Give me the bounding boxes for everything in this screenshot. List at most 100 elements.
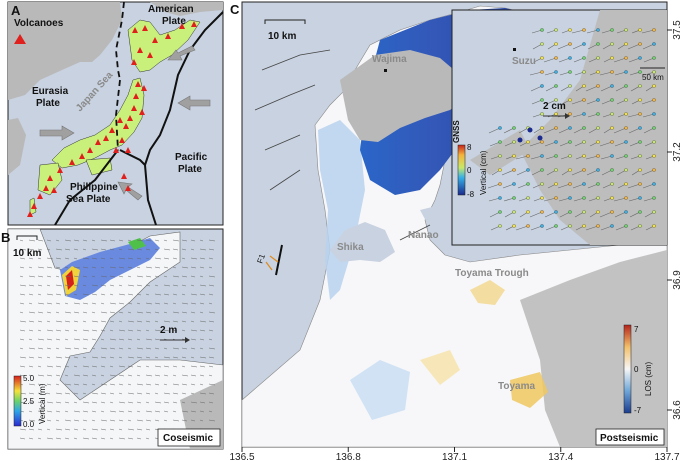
y-tick-label: 37.5 <box>672 20 683 40</box>
coseismic-vector <box>181 248 187 251</box>
coseismic-vector <box>208 311 216 314</box>
gnss-station <box>624 196 628 200</box>
coseismic-vector <box>19 302 25 305</box>
coseismic-vector <box>190 329 198 332</box>
colorbar-los-tick-top: 7 <box>634 325 639 334</box>
gnss-station <box>582 154 586 158</box>
gnss-station <box>624 70 628 74</box>
volcano-icon <box>131 105 137 111</box>
coseismic-vector <box>127 266 133 269</box>
coseismic-vector <box>208 302 213 305</box>
gnss-station <box>568 182 572 186</box>
coseismic-vector <box>145 338 153 341</box>
coseismic-vector <box>190 320 195 323</box>
coseismic-vector <box>109 428 115 431</box>
coseismic-vector <box>55 266 61 269</box>
coseismic-vector <box>73 239 80 242</box>
gnss-vector <box>601 169 613 176</box>
gnss-station <box>610 196 614 200</box>
coseismic-vector <box>181 383 188 386</box>
coseismic-vector <box>46 248 51 251</box>
gnss-station <box>554 224 558 228</box>
coseismic-vector <box>73 419 80 422</box>
gnss-station <box>624 126 628 130</box>
coseismic-vector <box>82 356 87 359</box>
coseismic-vector <box>73 374 81 377</box>
coseismic-vector <box>190 275 196 278</box>
coseismic-vector <box>100 365 106 368</box>
gnss-station <box>624 182 628 186</box>
volcano-legend-label: Volcanoes <box>14 18 64 29</box>
volcano-icon <box>191 21 197 27</box>
coseismic-vector <box>19 437 26 440</box>
coseismic-vector <box>64 410 69 413</box>
coseismic-vector <box>19 374 25 377</box>
volcano-icon <box>79 153 85 159</box>
gnss-station <box>498 168 502 172</box>
coseismic-vector <box>127 302 133 305</box>
coseismic-vector <box>64 338 69 341</box>
colorbar-b-tick-bottom: 0.0 <box>23 420 35 429</box>
coseismic-vector <box>37 374 45 377</box>
gnss-vector <box>557 183 571 189</box>
coseismic-vector <box>154 383 160 386</box>
coseismic-vector <box>19 266 25 269</box>
gnss-station <box>568 154 572 158</box>
gnss-vector <box>515 225 529 231</box>
coseismic-vector <box>127 392 135 395</box>
coseismic-vector <box>181 311 188 314</box>
gnss-station <box>610 112 614 116</box>
coseismic-vector <box>55 311 60 314</box>
volcano-icon <box>132 27 138 33</box>
coseismic-vector <box>37 239 44 242</box>
coseismic-vector <box>82 401 90 404</box>
gnss-station <box>540 210 544 214</box>
coseismic-vector <box>136 383 144 386</box>
coseismic-vector <box>163 275 168 278</box>
coseismic-vector <box>145 266 153 269</box>
coseismic-vector <box>127 257 134 260</box>
gnss-vector <box>641 169 655 176</box>
gnss-station <box>652 42 656 46</box>
coseismic-vector <box>136 257 142 260</box>
volcano-icon <box>127 115 133 121</box>
gnss-station <box>540 56 544 60</box>
coseismic-vector <box>28 437 34 440</box>
gnss-vector <box>614 141 627 147</box>
gnss-vector <box>559 211 571 218</box>
coseismic-vector <box>109 419 116 422</box>
coseismic-vector <box>163 257 170 260</box>
coseismic-vector <box>46 311 52 314</box>
gnss-station <box>498 210 502 214</box>
gnss-station <box>582 126 586 130</box>
coseismic-vector <box>127 401 134 404</box>
gnss-station <box>512 168 516 172</box>
coseismic-vector <box>55 383 60 386</box>
coseismic-vector <box>73 284 79 287</box>
coseismic-tag-box <box>157 428 221 447</box>
coseismic-vector <box>154 284 159 287</box>
coseismic-vector <box>28 401 34 404</box>
suzu-marker <box>513 48 516 51</box>
gnss-station <box>610 126 614 130</box>
gnss-station <box>512 224 516 228</box>
gnss-station <box>652 224 656 228</box>
coseismic-vector <box>100 311 108 314</box>
coseismic-vector <box>181 419 188 422</box>
gnss-station <box>582 56 586 60</box>
coseismic-vector <box>46 356 51 359</box>
coseismic-vector <box>172 320 179 323</box>
coseismic-vector <box>127 356 135 359</box>
coseismic-vector <box>208 419 216 422</box>
gnss-vector <box>600 155 613 160</box>
gnss-station <box>596 70 600 74</box>
gnss-vector <box>558 127 571 134</box>
coseismic-vector <box>199 419 204 422</box>
gnss-station <box>554 182 558 186</box>
volcano-icon <box>113 147 119 153</box>
coseismic-vector <box>181 329 186 332</box>
coseismic-vector <box>154 275 160 278</box>
gnss-station <box>596 224 600 228</box>
volcano-icon <box>31 203 37 209</box>
